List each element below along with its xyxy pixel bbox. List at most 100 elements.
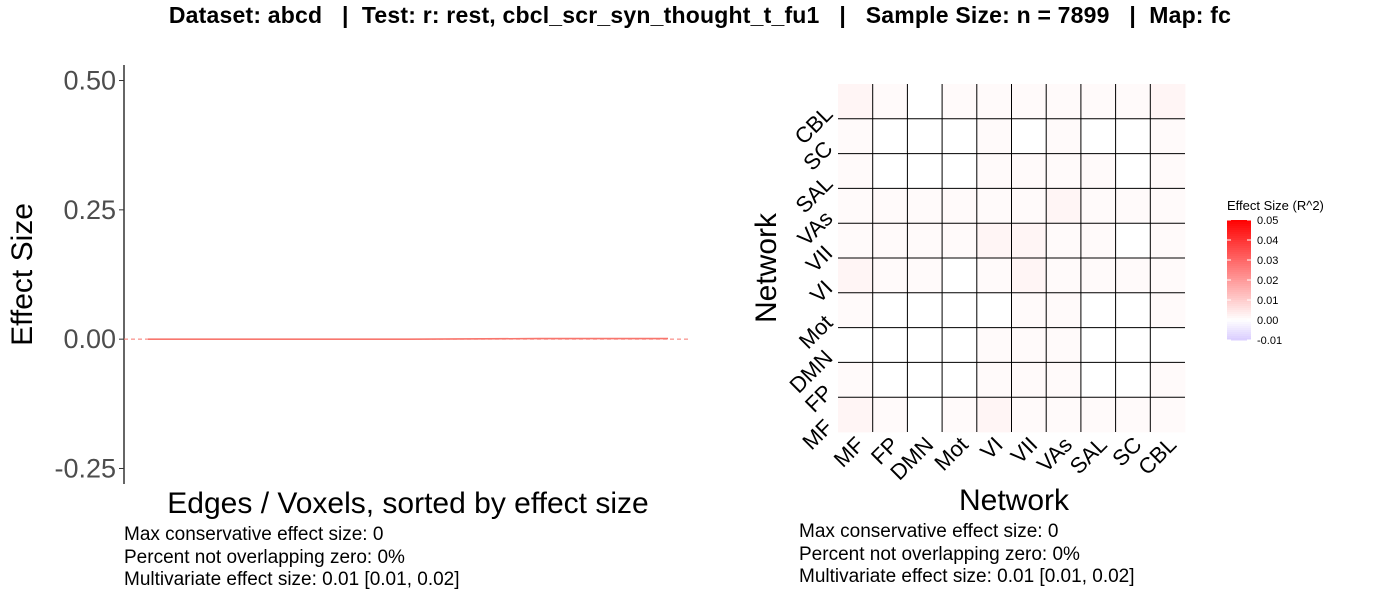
heatmap-cell <box>1150 188 1186 224</box>
heatmap-cell <box>942 118 978 154</box>
heatmap-cell <box>838 153 874 189</box>
legend-color-step <box>1227 320 1251 323</box>
heatmap-cell <box>1046 118 1082 154</box>
heatmap-cell <box>907 327 943 363</box>
heatmap-cell <box>1150 258 1186 294</box>
heatmap-cell <box>1080 118 1116 154</box>
legend-color-step <box>1227 336 1251 339</box>
heatmap-cell <box>976 223 1012 259</box>
legend-color-step <box>1227 260 1251 263</box>
legend-color-step <box>1227 306 1251 309</box>
heatmap-cell <box>1011 327 1047 363</box>
y-tick-label: MF <box>797 414 837 454</box>
legend-color-step <box>1227 300 1251 303</box>
legend-color-step <box>1227 256 1251 259</box>
y-tick-label: Mot <box>794 310 838 354</box>
effect-size-series-line <box>148 337 668 341</box>
legend-color-step <box>1227 262 1251 265</box>
heatmap-cell <box>1150 327 1186 363</box>
legend-tick-label: 0.01 <box>1257 295 1278 307</box>
legend-color-step <box>1227 294 1251 297</box>
heatmap-cell <box>976 397 1012 433</box>
legend-color-step <box>1227 304 1251 307</box>
y-axis-title: Network <box>750 212 783 323</box>
heatmap-cell <box>838 84 874 120</box>
heatmap-cell <box>942 327 978 363</box>
multivariate-effect-note: Multivariate effect size: 0.01 [0.01, 0.… <box>124 569 460 590</box>
legend-tick-label: 0.05 <box>1257 215 1278 227</box>
heatmap-cell <box>1080 327 1116 363</box>
heatmap-cell <box>872 258 908 294</box>
heatmap-cell <box>976 258 1012 294</box>
heatmap-cell <box>942 223 978 259</box>
heatmap-cell <box>907 397 943 433</box>
x-tick-label: Mot <box>929 432 973 476</box>
legend-color-step <box>1227 220 1251 223</box>
heatmap-cell <box>872 292 908 328</box>
legend-tick-label: 0.00 <box>1257 315 1278 327</box>
heatmap-cell <box>838 327 874 363</box>
heatmap-cell <box>1150 153 1186 189</box>
x-axis-title: Edges / Voxels, sorted by effect size <box>167 487 648 520</box>
legend-color-step <box>1227 310 1251 313</box>
heatmap-cell <box>872 84 908 120</box>
heatmap-cell <box>1115 153 1151 189</box>
heatmap-cell <box>1011 258 1047 294</box>
y-tick-label: VI <box>805 275 837 307</box>
legend-color-step <box>1227 238 1251 241</box>
heatmap-cell <box>838 258 874 294</box>
legend-color-step <box>1227 242 1251 245</box>
heatmap-cell <box>1011 362 1047 398</box>
legend-color-step <box>1227 224 1251 227</box>
x-tick-label: MF <box>829 432 869 472</box>
heatmap-cell <box>838 118 874 154</box>
left-summary-notes: Max conservative effect size: 0 Percent … <box>124 524 460 592</box>
y-tick-label: 0.25 <box>63 195 116 225</box>
legend-color-step <box>1227 266 1251 269</box>
legend-color-step <box>1227 314 1251 317</box>
heatmap-cell <box>1080 362 1116 398</box>
legend-color-step <box>1227 290 1251 293</box>
heatmap-cell <box>976 292 1012 328</box>
legend-color-step <box>1227 268 1251 271</box>
heatmap-cell <box>1115 223 1151 259</box>
legend-color-step <box>1227 272 1251 275</box>
x-tick-label: VI <box>975 432 1007 464</box>
heatmap-cell <box>1150 84 1186 120</box>
heatmap-cell <box>838 292 874 328</box>
legend-color-step <box>1227 236 1251 239</box>
heatmap-cell <box>907 223 943 259</box>
legend-color-step <box>1227 328 1251 331</box>
heatmap-cell <box>1046 292 1082 328</box>
heatmap-cell <box>872 188 908 224</box>
heatmap-cell <box>976 362 1012 398</box>
heatmap-cell <box>942 153 978 189</box>
legend-color-step <box>1227 316 1251 319</box>
heatmap-cell <box>838 362 874 398</box>
legend-color-step <box>1227 274 1251 277</box>
heatmap-cell <box>1011 118 1047 154</box>
heatmap-cell <box>1046 258 1082 294</box>
legend-color-step <box>1227 232 1251 235</box>
legend-color-step <box>1227 222 1251 225</box>
heatmap-cell <box>1115 292 1151 328</box>
heatmap-cell <box>976 188 1012 224</box>
heatmap-cell <box>1011 397 1047 433</box>
max-conservative-effect-note: Max conservative effect size: 0 <box>124 524 384 545</box>
legend-color-step <box>1227 226 1251 229</box>
legend-color-step <box>1227 278 1251 281</box>
heatmap-cell <box>872 118 908 154</box>
legend-color-step <box>1227 264 1251 267</box>
heatmap-cell <box>1046 153 1082 189</box>
legend-color-step <box>1227 246 1251 249</box>
legend-color-step <box>1227 296 1251 299</box>
heatmap-cell <box>942 397 978 433</box>
heatmap-cell <box>872 397 908 433</box>
heatmap-legend: Effect Size (R^2) 0.05 0.04 0.03 0.02 0.01 0.0… <box>1227 198 1324 347</box>
heatmap-cell <box>942 84 978 120</box>
legend-color-step <box>1227 286 1251 289</box>
heatmap-cell <box>1115 84 1151 120</box>
legend-title: Effect Size (R^2) <box>1227 198 1324 213</box>
heatmap-cell <box>942 188 978 224</box>
legend-color-step <box>1227 230 1251 233</box>
